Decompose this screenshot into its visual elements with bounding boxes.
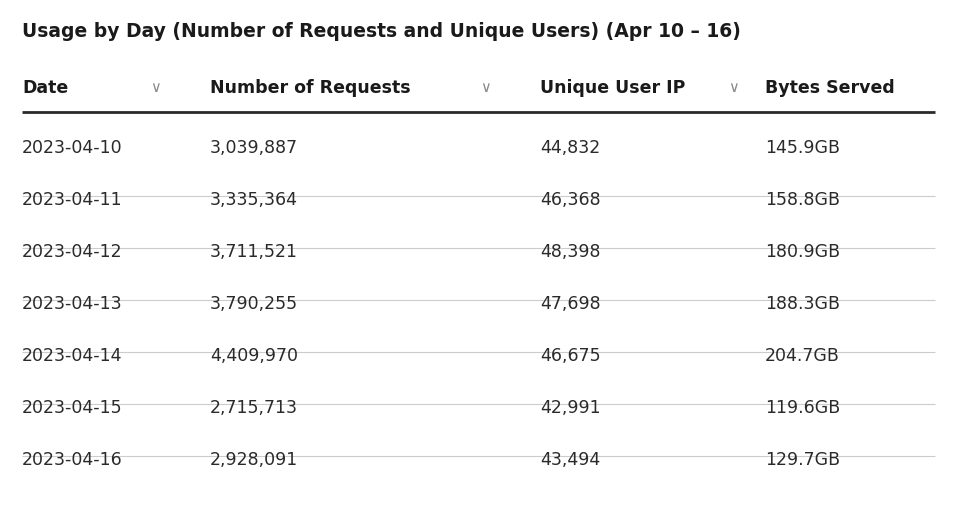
Text: ∨: ∨ [480,80,491,95]
Text: 3,335,364: 3,335,364 [210,191,298,209]
Text: 44,832: 44,832 [540,139,601,157]
Text: 43,494: 43,494 [540,451,601,469]
Text: 2023-04-11: 2023-04-11 [22,191,122,209]
Text: 2023-04-10: 2023-04-10 [22,139,122,157]
Text: 48,398: 48,398 [540,243,601,261]
Text: 42,991: 42,991 [540,399,601,417]
Text: 158.8GB: 158.8GB [765,191,840,209]
Text: 119.6GB: 119.6GB [765,399,840,417]
Text: Unique User IP: Unique User IP [540,79,686,97]
Text: 2023-04-16: 2023-04-16 [22,451,123,469]
Text: Bytes Served: Bytes Served [765,79,895,97]
Text: 2023-04-15: 2023-04-15 [22,399,122,417]
Text: 46,675: 46,675 [540,347,601,365]
Text: 3,790,255: 3,790,255 [210,295,298,313]
Text: Date: Date [22,79,68,97]
Text: ∨: ∨ [728,80,739,95]
Text: 4,409,970: 4,409,970 [210,347,298,365]
Text: 2023-04-13: 2023-04-13 [22,295,122,313]
Text: 2023-04-12: 2023-04-12 [22,243,122,261]
Text: Number of Requests: Number of Requests [210,79,411,97]
Text: 2,928,091: 2,928,091 [210,451,298,469]
Text: 188.3GB: 188.3GB [765,295,840,313]
Text: 180.9GB: 180.9GB [765,243,840,261]
Text: 145.9GB: 145.9GB [765,139,840,157]
Text: 2,715,713: 2,715,713 [210,399,298,417]
Text: Usage by Day (Number of Requests and Unique Users) (Apr 10 – 16): Usage by Day (Number of Requests and Uni… [22,22,741,41]
Text: 129.7GB: 129.7GB [765,451,840,469]
Text: ∨: ∨ [150,80,160,95]
Text: 3,711,521: 3,711,521 [210,243,298,261]
Text: 47,698: 47,698 [540,295,601,313]
Text: 46,368: 46,368 [540,191,601,209]
Text: 204.7GB: 204.7GB [765,347,839,365]
Text: 2023-04-14: 2023-04-14 [22,347,122,365]
Text: 3,039,887: 3,039,887 [210,139,298,157]
